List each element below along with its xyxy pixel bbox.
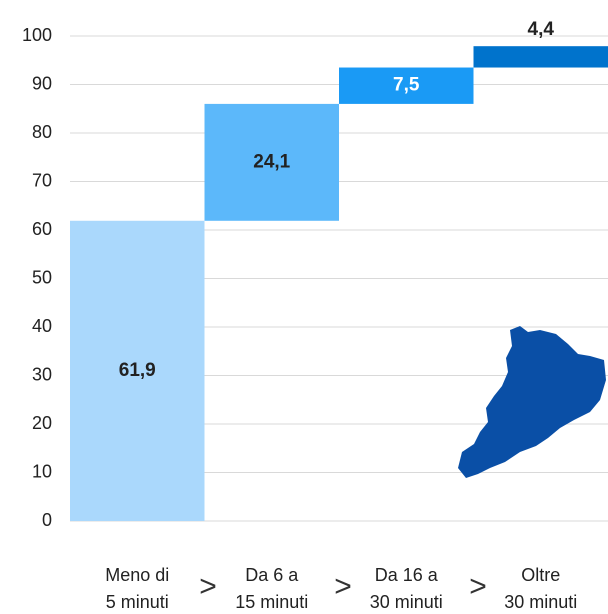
bar — [70, 220, 205, 521]
separator: > — [334, 570, 352, 603]
y-tick-label: 50 — [32, 267, 52, 287]
bar — [204, 103, 339, 221]
separator: > — [199, 570, 217, 603]
y-tick-label: 20 — [32, 413, 52, 433]
x-tick-label: Da 16 a 30 minuti — [370, 565, 443, 612]
y-tick-label: 80 — [32, 122, 52, 142]
value-label: 4,4 — [528, 19, 555, 40]
y-tick-label: 70 — [32, 170, 52, 190]
y-tick-label: 100 — [22, 25, 52, 45]
x-tick-label: Meno di 5 minuti — [105, 565, 169, 612]
y-tick-label: 40 — [32, 316, 52, 336]
x-tick-label: Oltre 30 minuti — [504, 565, 577, 612]
y-tick-label: 60 — [32, 219, 52, 239]
value-label: 24,1 — [253, 151, 290, 172]
value-label: 7,5 — [393, 75, 420, 96]
separator: > — [469, 570, 487, 603]
x-tick-label: Da 6 a 15 minuti — [235, 565, 308, 612]
y-tick-label: 0 — [42, 510, 52, 530]
y-tick-label: 90 — [32, 73, 52, 93]
bar — [473, 46, 608, 68]
bar — [339, 67, 474, 104]
region-map — [458, 326, 606, 478]
value-label: 61,9 — [119, 360, 156, 381]
y-tick-label: 30 — [32, 364, 52, 384]
y-tick-label: 10 — [32, 461, 52, 481]
